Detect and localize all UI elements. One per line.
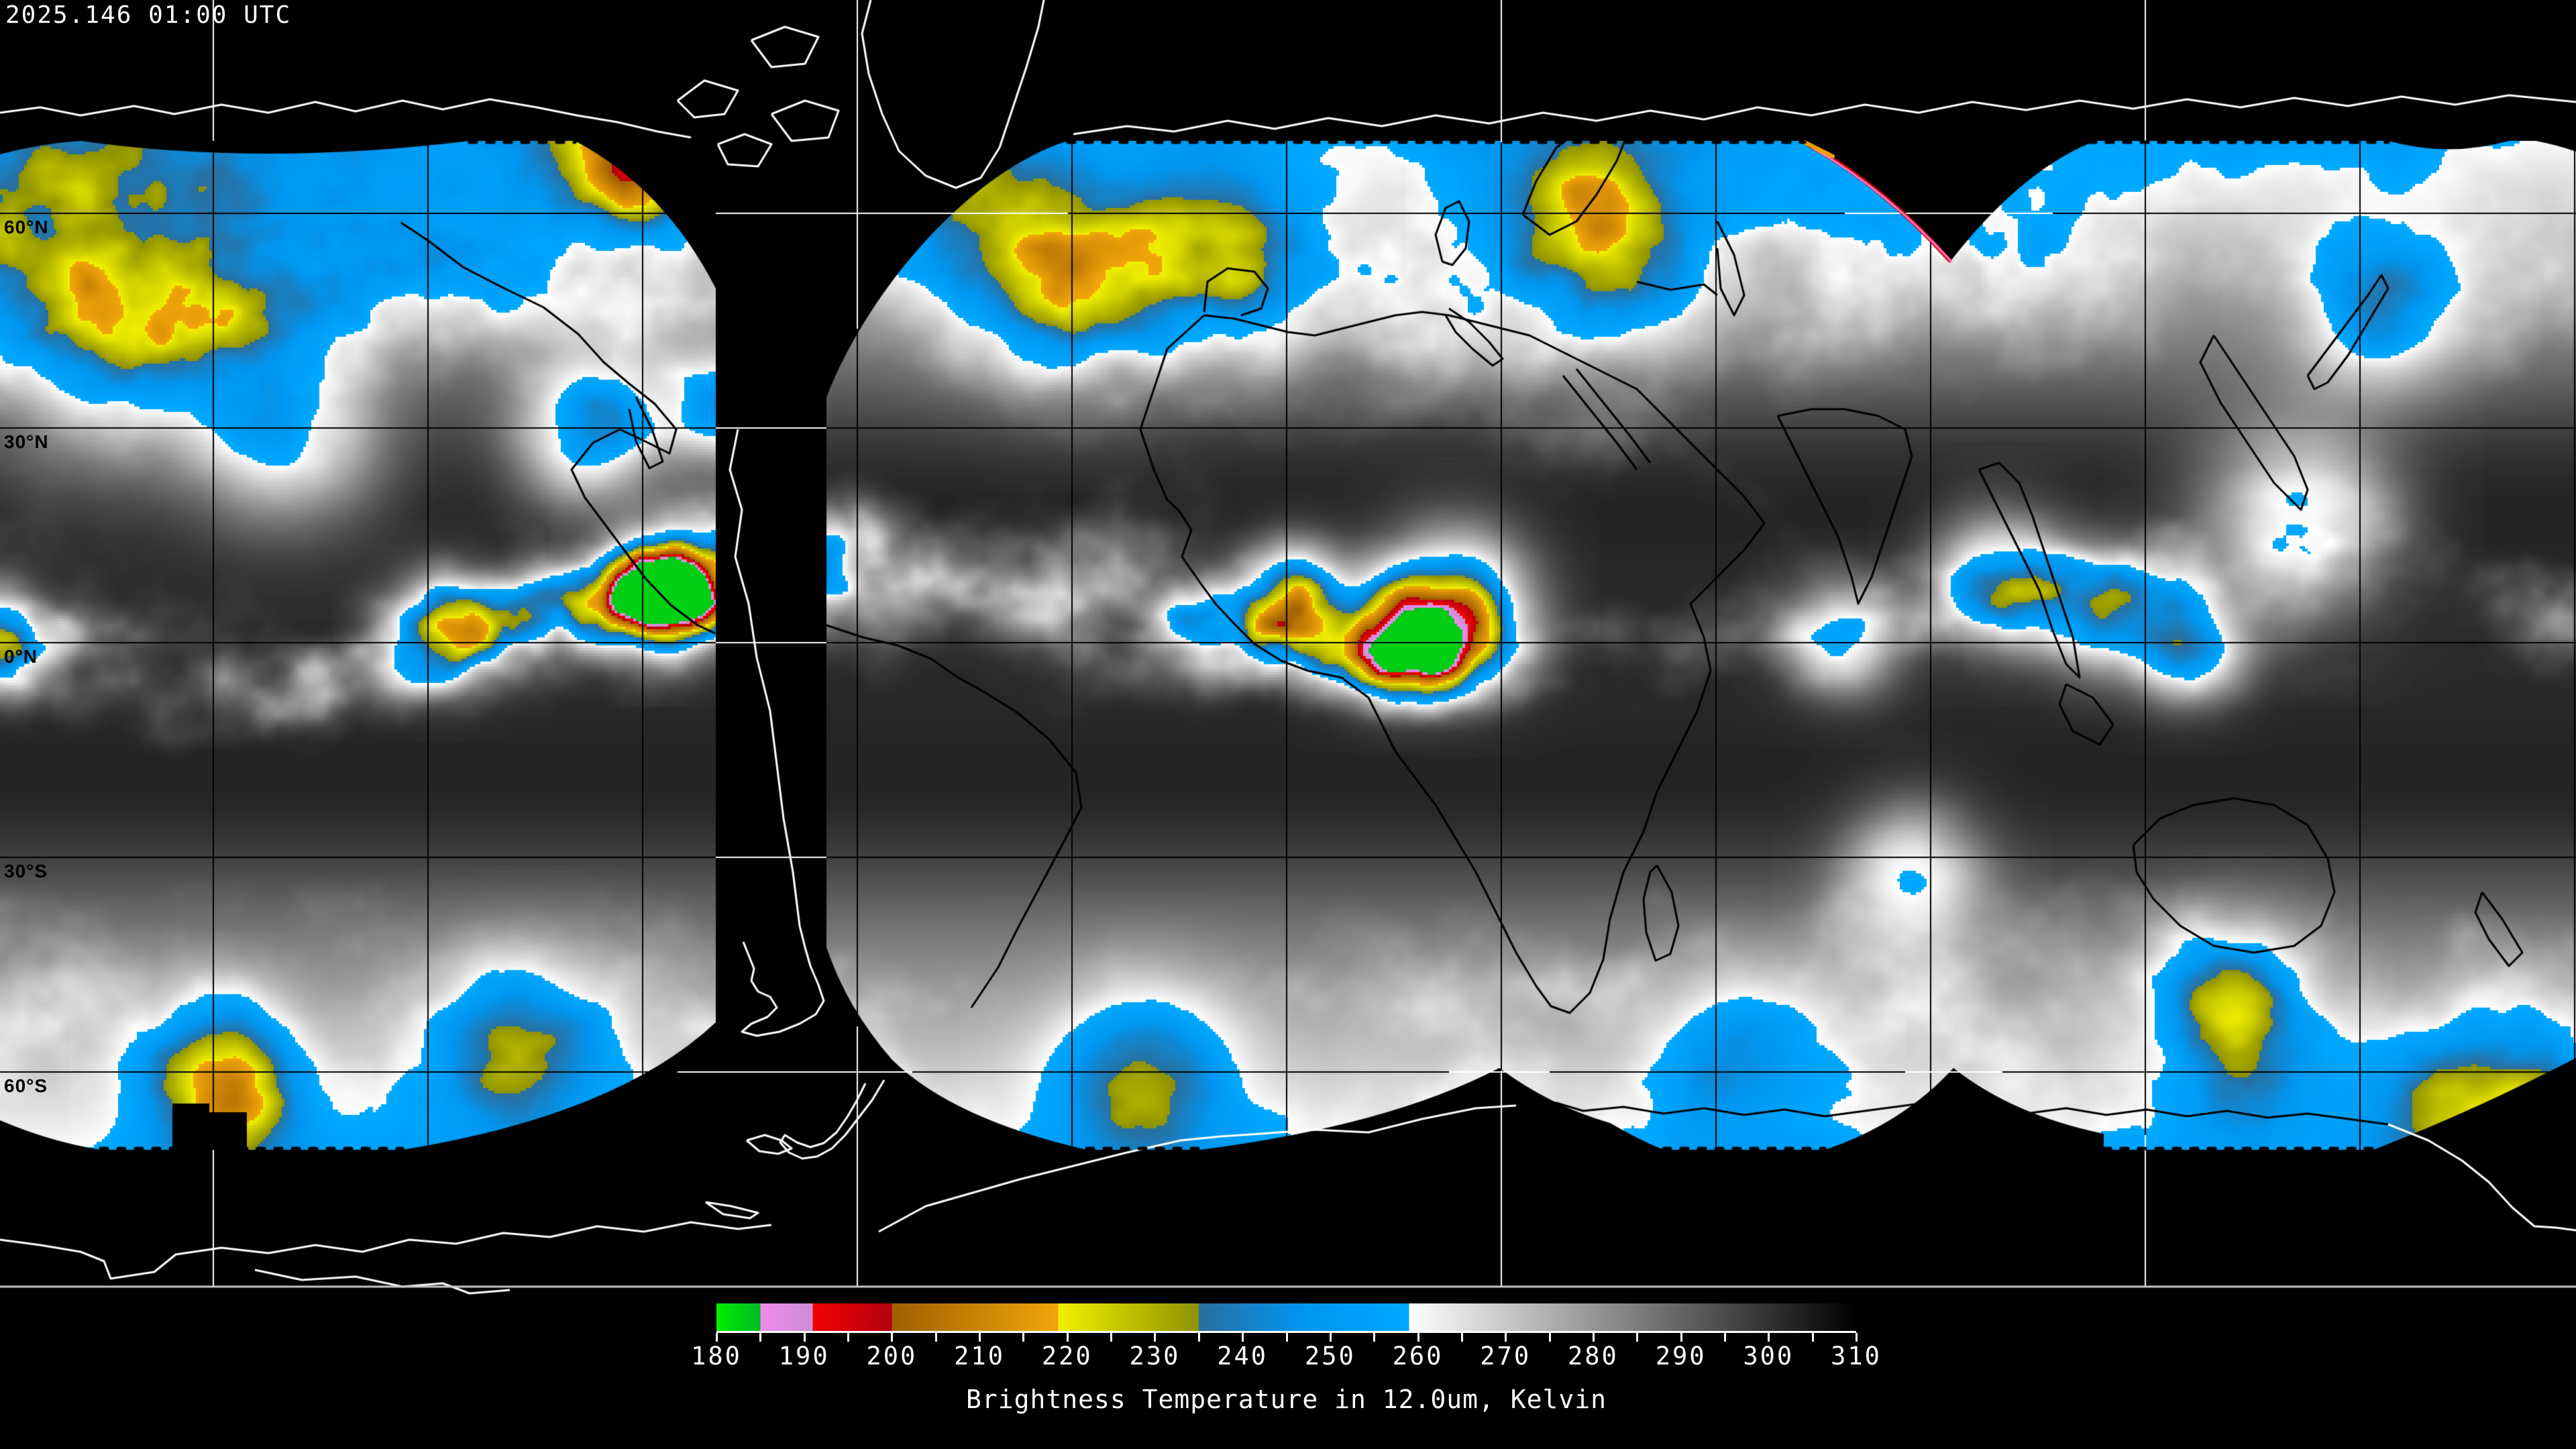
latitude-label: 60°N	[4, 217, 49, 237]
latitude-label: 0°N	[4, 646, 38, 667]
latitude-label: 30°N	[4, 431, 49, 452]
latitude-label: 30°S	[4, 861, 48, 881]
timestamp: 2025.146 01:00 UTC	[5, 1, 292, 29]
latitude-label: 60°S	[4, 1075, 48, 1096]
